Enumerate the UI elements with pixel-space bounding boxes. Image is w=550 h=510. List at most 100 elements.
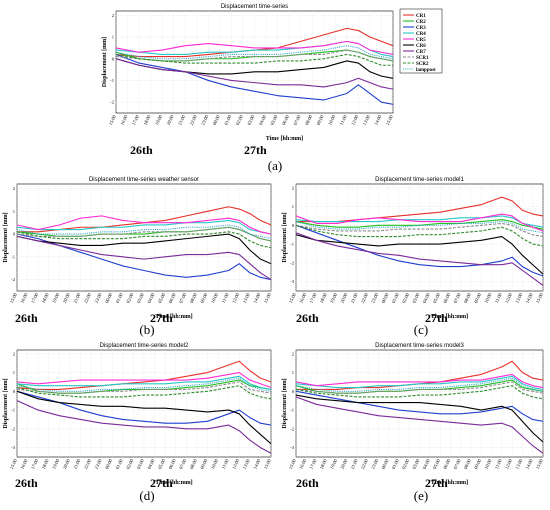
series-group (296, 196, 543, 286)
x-tick-label: 15:00 (9, 458, 18, 470)
x-tick-label: 14:00 (525, 292, 534, 304)
x-axis-label: Time [hh:mm] (431, 480, 468, 486)
panel-caption: (d) (139, 488, 154, 503)
x-tick-label: 23:00 (370, 458, 379, 470)
x-tick-label: 18:00 (41, 292, 50, 304)
x-tick-label: 07:00 (453, 292, 462, 304)
y-tick-label: -3 (11, 445, 16, 450)
x-tick-label: 12:00 (504, 458, 513, 470)
x-tick-label: 09:00 (199, 458, 208, 470)
y-axis-label: Displacement [mm] (282, 212, 288, 262)
y-axis-label: Displacement [mm] (102, 37, 108, 87)
series-line-lamppost (17, 224, 271, 240)
chart-title: Displacement time-series model3 (375, 343, 464, 349)
x-tick-label: 01:00 (223, 114, 232, 126)
x-tick-label: 12:00 (231, 292, 240, 304)
x-tick-label: 17:00 (131, 114, 140, 126)
series-line-cr6 (296, 234, 543, 275)
x-tick-label: 18:00 (319, 292, 328, 304)
x-tick-label: 00:00 (381, 458, 390, 470)
series-line-scr1 (116, 49, 393, 62)
x-tick-label: 15:00 (263, 458, 272, 470)
x-tick-label: 02:00 (235, 114, 244, 126)
x-tick-label: 11:00 (339, 114, 348, 126)
plot-area (295, 349, 544, 458)
x-tick-label: 22:00 (360, 292, 369, 304)
x-tick-label: 16:00 (298, 292, 307, 304)
x-tick-label: 20:00 (62, 458, 71, 470)
x-tick-label: 19:00 (51, 458, 60, 470)
y-tick-label: 2 (292, 185, 295, 190)
series-line-cr6 (17, 390, 271, 445)
day-label: 26th (130, 143, 153, 157)
legend-label-cr5: CR5 (416, 38, 426, 43)
x-axis-label: Time [hh:mm] (266, 136, 303, 142)
x-tick-label: 00:00 (381, 292, 390, 304)
y-tick-label: 0 (292, 389, 295, 394)
series-line-cr7 (17, 235, 271, 281)
y-tick-label: 1 (13, 370, 16, 375)
legend-label-cr2: CR2 (416, 20, 426, 25)
x-tick-label: 00:00 (212, 114, 221, 126)
x-tick-label: 13:00 (514, 458, 523, 470)
legend-label-scr1: SCR1 (416, 56, 429, 61)
series-line-lamppost (296, 220, 543, 234)
x-tick-label: 13:00 (242, 458, 251, 470)
x-tick-label: 15:00 (263, 292, 272, 304)
series-line-cr5 (296, 213, 543, 232)
y-tick-label: 1 (112, 35, 115, 40)
x-tick-label: 23:00 (94, 458, 103, 470)
x-tick-label: 08:00 (189, 292, 198, 304)
series-line-scr1 (296, 381, 543, 394)
x-tick-label: 15:00 (535, 458, 544, 470)
legend-box (399, 8, 443, 74)
x-axis-label: Time [hh:mm] (431, 314, 468, 320)
panel-caption: (b) (139, 322, 154, 337)
x-tick-label: 02:00 (125, 292, 134, 304)
day-label: 27th (425, 476, 448, 490)
x-tick-label: 06:00 (168, 292, 177, 304)
x-tick-label: 20:00 (166, 114, 175, 126)
x-tick-label: 13:00 (362, 114, 371, 126)
plot-area (16, 349, 272, 458)
series-line-cr4 (17, 219, 271, 235)
x-tick-label: 03:00 (246, 114, 255, 126)
x-tick-label: 22:00 (83, 292, 92, 304)
x-tick-label: 06:00 (442, 292, 451, 304)
x-tick-label: 10:00 (483, 458, 492, 470)
series-line-cr5 (17, 215, 271, 235)
y-tick-label: -2 (290, 260, 295, 265)
x-tick-label: 14:00 (373, 114, 382, 126)
plot-area (295, 183, 544, 292)
series-line-cr5 (296, 373, 543, 389)
x-tick-label: 02:00 (401, 458, 410, 470)
x-tick-label: 09:00 (199, 292, 208, 304)
x-tick-label: 17:00 (309, 292, 318, 304)
x-tick-label: 20:00 (339, 458, 348, 470)
x-tick-label: 16:00 (119, 114, 128, 126)
x-tick-label: 20:00 (62, 292, 71, 304)
x-tick-label: 08:00 (304, 114, 313, 126)
x-axis-label: Time [hh:mm] (155, 314, 192, 320)
series-group (116, 27, 393, 105)
x-tick-label: 01:00 (391, 292, 400, 304)
chart-title: Displacement time-series (221, 4, 288, 10)
chart-title: Displacement time-series weather sensor (89, 177, 199, 183)
x-tick-label: 15:00 (385, 114, 394, 126)
series-line-cr1 (17, 206, 271, 233)
x-tick-label: 17:00 (30, 458, 39, 470)
x-tick-label: 05:00 (157, 458, 166, 470)
x-tick-label: 22:00 (83, 458, 92, 470)
x-tick-label: 04:00 (422, 458, 431, 470)
y-axis-label: Displacement [mm] (3, 378, 9, 428)
series-line-cr7 (296, 396, 543, 454)
series-line-scr2 (116, 53, 393, 66)
x-tick-label: 05:00 (157, 292, 166, 304)
chart-panel-4: 210-1-2-315:00 16:00 17:00 18:00 19:00 20:00 2… (3, 343, 272, 503)
legend-label-cr1: CR1 (416, 14, 426, 19)
x-tick-label: 05:00 (432, 458, 441, 470)
series-line-scr2 (17, 231, 271, 249)
panel-caption: (e) (414, 488, 428, 503)
day-label: 26th (296, 476, 319, 490)
